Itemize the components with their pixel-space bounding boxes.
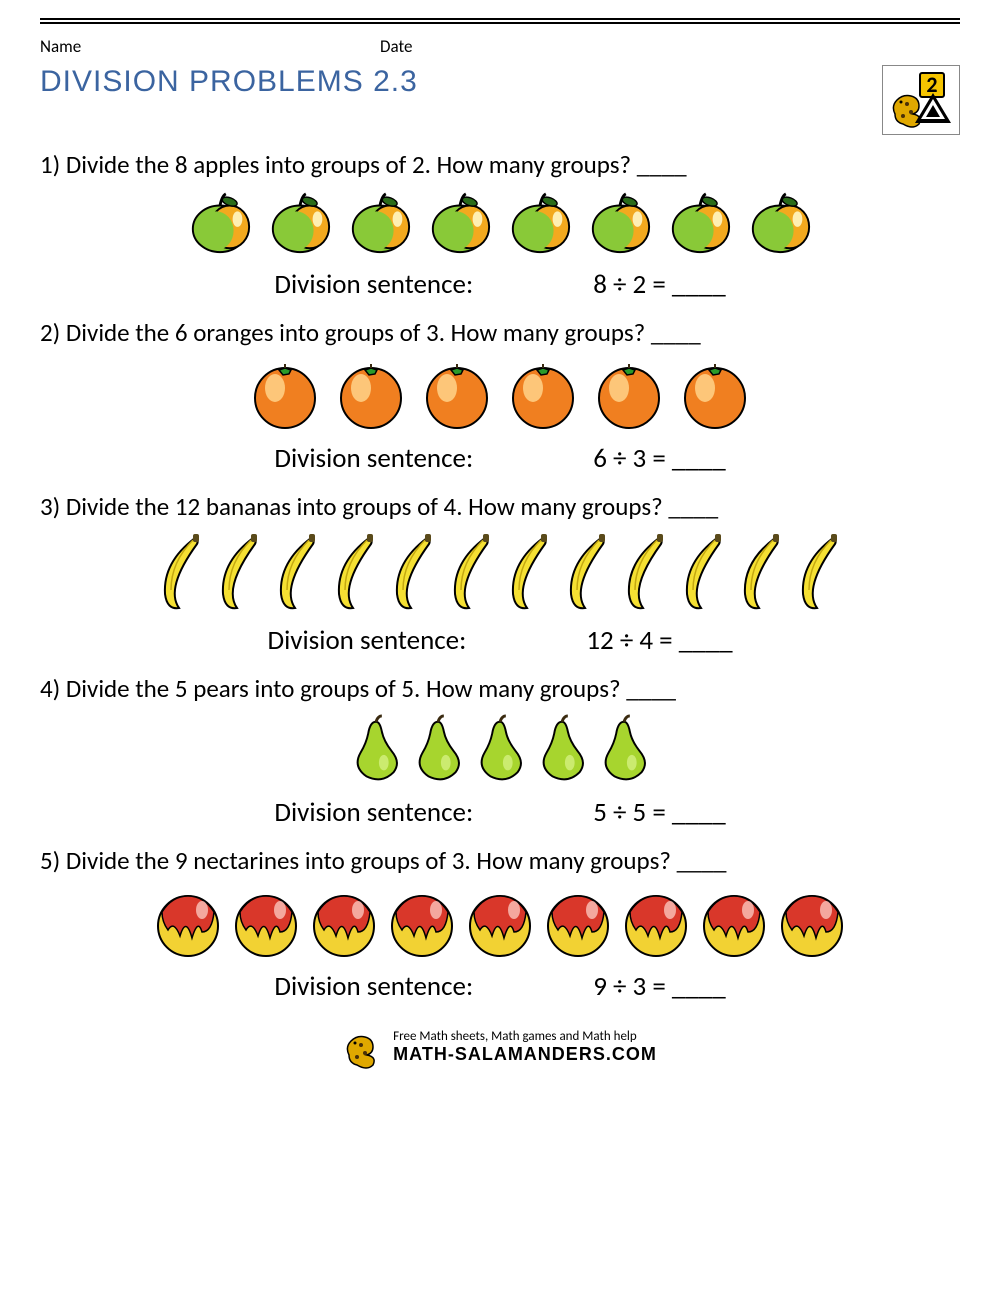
pear-icon [472,714,528,784]
pear-icon [596,714,652,784]
division-equation: 6 ÷ 3 = ____ [593,442,725,475]
banana-icon [211,532,267,612]
banana-icon [733,532,789,612]
pear-icon [410,714,466,784]
banana-icon [791,532,847,612]
nectarine-icon [464,886,536,958]
orange-icon [507,358,579,430]
sentence-label: Division sentence: [267,624,466,657]
problem-text: 1) Divide the 8 apples into groups of 2.… [40,149,960,180]
division-sentence-row: Division sentence: 8 ÷ 2 = ____ [40,268,960,301]
sentence-label: Division sentence: [274,442,473,475]
apple-icon [507,190,573,256]
triangle-logo-icon [913,91,953,130]
apple-icon [187,190,253,256]
footer-text-block: Free Math sheets, Math games and Math he… [393,1029,657,1065]
division-sentence-row: Division sentence: 6 ÷ 3 = ____ [40,442,960,475]
pear-row [40,714,960,784]
pear-icon [534,714,590,784]
division-equation: 12 ÷ 4 = ____ [586,624,732,657]
name-field-label: Name [40,36,380,57]
banana-icon [269,532,325,612]
page-title: DIVISION PROBLEMS 2.3 [40,65,418,99]
problem: 3) Divide the 12 bananas into groups of … [40,491,960,657]
problem-text: 2) Divide the 6 oranges into groups of 3… [40,317,960,348]
orange-icon [679,358,751,430]
footer-brand: MATH-SALAMANDERS.COM [393,1044,657,1065]
apple-row [40,190,960,256]
worksheet-page: Name Date DIVISION PROBLEMS 2.3 2 1) Div… [0,0,1000,1091]
sentence-label: Division sentence: [274,268,473,301]
apple-icon [747,190,813,256]
nectarine-icon [152,886,224,958]
nectarine-icon [308,886,380,958]
header-fields: Name Date [40,36,960,57]
grade-badge: 2 [882,65,960,135]
banana-icon [385,532,441,612]
pear-icon [348,714,404,784]
division-equation: 5 ÷ 5 = ____ [593,796,725,829]
division-sentence-row: Division sentence: 9 ÷ 3 = ____ [40,970,960,1003]
nectarine-icon [230,886,302,958]
top-divider [40,18,960,24]
banana-icon [443,532,499,612]
nectarine-icon [698,886,770,958]
problem-text: 5) Divide the 9 nectarines into groups o… [40,845,960,876]
division-equation: 9 ÷ 3 = ____ [593,970,725,1003]
footer-tagline: Free Math sheets, Math games and Math he… [393,1029,657,1044]
page-footer: Free Math sheets, Math games and Math he… [40,1023,960,1071]
banana-icon [675,532,731,612]
apple-icon [587,190,653,256]
problem: 5) Divide the 9 nectarines into groups o… [40,845,960,1003]
problem: 1) Divide the 8 apples into groups of 2.… [40,149,960,301]
problem-text: 3) Divide the 12 bananas into groups of … [40,491,960,522]
orange-icon [335,358,407,430]
nectarine-row [40,886,960,958]
nectarine-icon [620,886,692,958]
sentence-label: Division sentence: [274,796,473,829]
orange-row [40,358,960,430]
banana-row [40,532,960,612]
banana-icon [327,532,383,612]
division-sentence-row: Division sentence: 5 ÷ 5 = ____ [40,796,960,829]
date-field-label: Date [380,36,412,57]
banana-icon [153,532,209,612]
apple-icon [667,190,733,256]
banana-icon [617,532,673,612]
nectarine-icon [542,886,614,958]
banana-icon [501,532,557,612]
apple-icon [347,190,413,256]
apple-icon [427,190,493,256]
banana-icon [559,532,615,612]
sentence-label: Division sentence: [274,970,473,1003]
footer-salamander-icon [343,1023,383,1071]
problem: 2) Divide the 6 oranges into groups of 3… [40,317,960,475]
nectarine-icon [386,886,458,958]
problem-text: 4) Divide the 5 pears into groups of 5. … [40,673,960,704]
nectarine-icon [776,886,848,958]
problem: 4) Divide the 5 pears into groups of 5. … [40,673,960,829]
apple-icon [267,190,333,256]
division-equation: 8 ÷ 2 = ____ [593,268,725,301]
orange-icon [249,358,321,430]
orange-icon [421,358,493,430]
problems-list: 1) Divide the 8 apples into groups of 2.… [40,149,960,1003]
title-row: DIVISION PROBLEMS 2.3 2 [40,65,960,135]
division-sentence-row: Division sentence: 12 ÷ 4 = ____ [40,624,960,657]
orange-icon [593,358,665,430]
